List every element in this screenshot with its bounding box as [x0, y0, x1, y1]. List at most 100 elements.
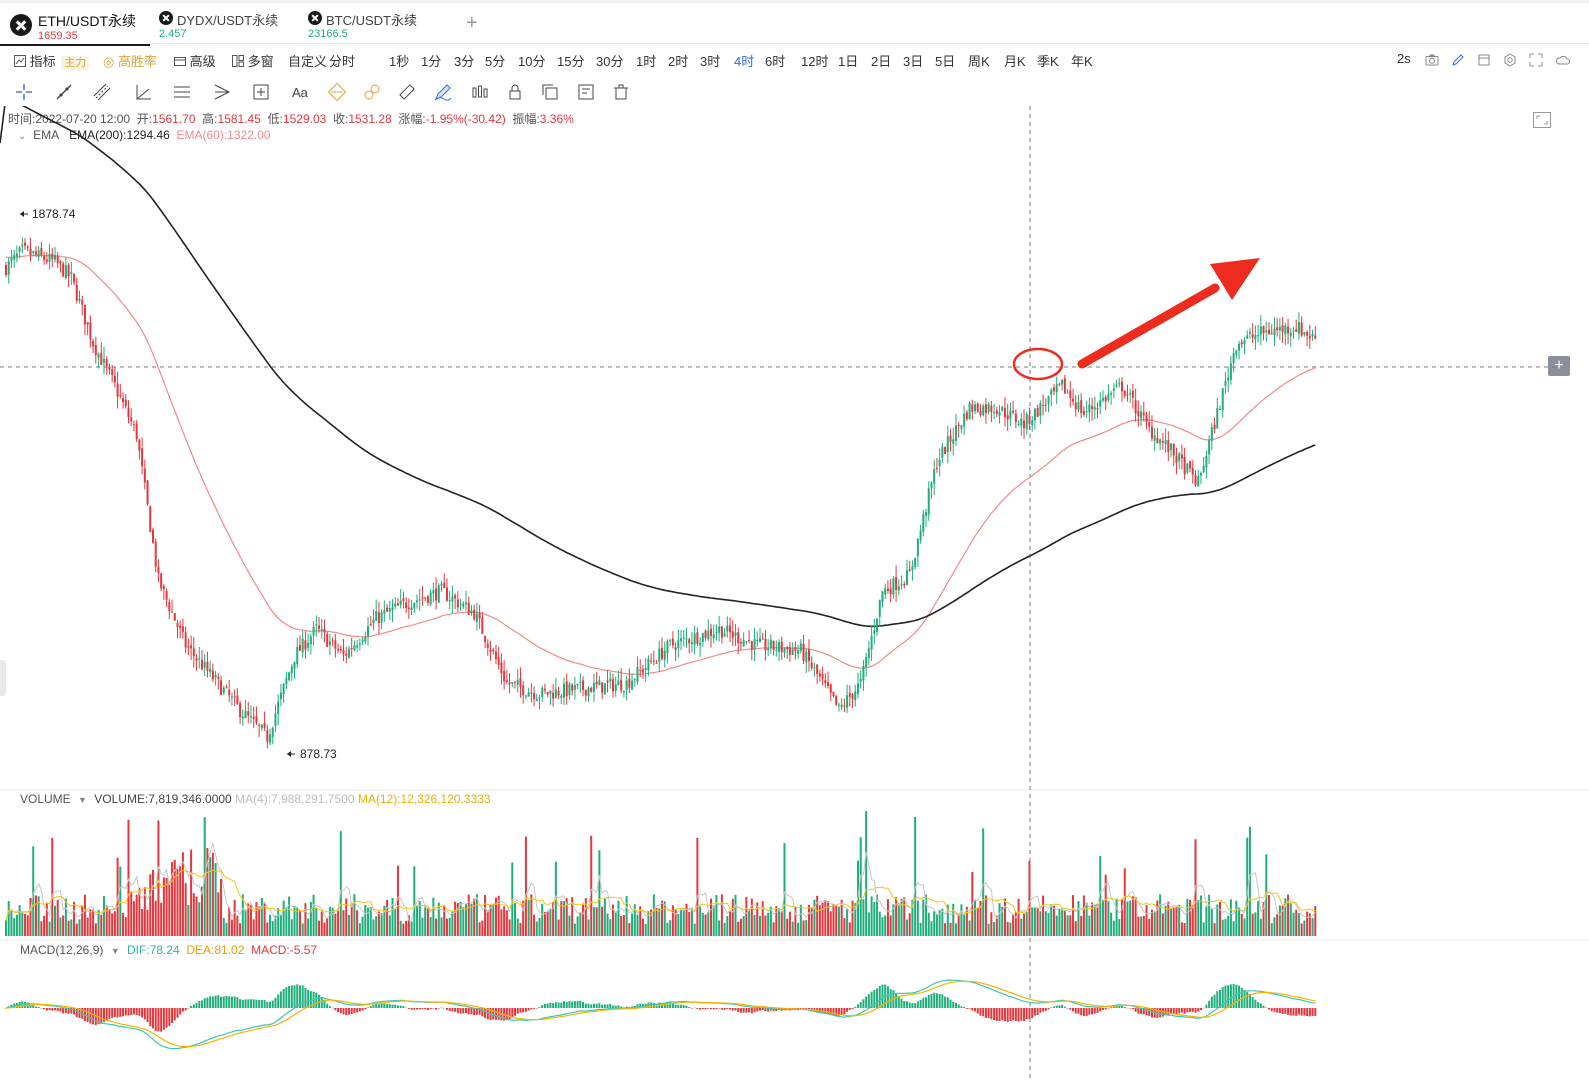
candle-body [203, 661, 206, 668]
interval-3[interactable]: 3分 [454, 54, 475, 69]
volume-bar [960, 904, 963, 936]
interval-19[interactable]: 月K [1004, 54, 1026, 69]
custom-interval-dropdown[interactable]: 自定义 ⌄ [288, 51, 339, 70]
measure-icon[interactable] [396, 81, 418, 103]
candle-body [1259, 326, 1262, 335]
macd-dropdown-icon[interactable]: ▼ [110, 946, 120, 956]
volume-bar [375, 916, 378, 936]
expand-chart-icon[interactable] [1533, 112, 1551, 128]
volume-bar [862, 899, 865, 936]
volume-bar [132, 901, 135, 936]
macd-bar [1104, 1008, 1107, 1010]
collapse-sidebar-handle[interactable] [0, 660, 6, 696]
macd-bar [987, 1008, 990, 1018]
macd-name[interactable]: MACD(12,26,9) [20, 943, 104, 957]
parallel-lines-icon[interactable] [91, 81, 113, 103]
candle-body [15, 253, 18, 257]
pattern-icon[interactable] [469, 81, 491, 103]
delete-icon[interactable] [610, 81, 632, 103]
candle-body [78, 298, 81, 301]
interval-0[interactable]: 分时 [329, 54, 356, 69]
cloud-icon[interactable] [1556, 53, 1570, 67]
annotation-circle[interactable] [1012, 347, 1064, 381]
tab-btc-usdt[interactable]: BTC/USDT永续 23166.5 [304, 6, 444, 46]
macd-bar [557, 1002, 560, 1008]
win-rate-button[interactable]: ◎ 高胜率 [103, 51, 157, 70]
candle-body [443, 582, 446, 589]
annotation-arrow[interactable] [1077, 258, 1260, 369]
interval-8[interactable]: 1时 [636, 54, 657, 69]
volume-bar [1066, 915, 1069, 936]
interval-12[interactable]: 6时 [765, 54, 786, 69]
candle-body [1273, 329, 1276, 336]
interval-5[interactable]: 10分 [518, 54, 546, 69]
trend-line-icon[interactable] [53, 81, 75, 103]
volume-bar [1088, 915, 1091, 936]
interval-21[interactable]: 年K [1071, 54, 1093, 69]
interval-9[interactable]: 2时 [668, 54, 689, 69]
interval-6[interactable]: 15分 [557, 54, 585, 69]
volume-bar [1278, 905, 1281, 936]
volume-bars [5, 811, 1317, 936]
interval-2[interactable]: 1分 [421, 54, 442, 69]
interval-16[interactable]: 3日 [903, 54, 924, 69]
text-icon[interactable]: Aa [289, 81, 311, 103]
macd-bar [304, 988, 307, 1008]
interval-4[interactable]: 5分 [485, 54, 506, 69]
indicator-button[interactable]: 指标 主力 [14, 51, 90, 70]
macd-bar [571, 1001, 574, 1008]
interval-11[interactable]: 4时 [734, 54, 755, 69]
interval-13[interactable]: 12时 [801, 54, 829, 69]
macd-bar [32, 1005, 35, 1008]
interval-17[interactable]: 5日 [935, 54, 956, 69]
candle-body [854, 691, 857, 701]
interval-7[interactable]: 30分 [596, 54, 624, 69]
add-price-line-button[interactable]: + [1548, 356, 1570, 376]
volume-dropdown-icon[interactable]: ▼ [78, 795, 87, 805]
gear-icon[interactable] [1503, 53, 1517, 67]
collapse-chevron-icon[interactable]: ⌄ [18, 131, 27, 142]
volume-bar [274, 915, 277, 936]
advanced-button[interactable]: 高级 [174, 51, 216, 70]
gann-icon[interactable] [361, 81, 383, 103]
tab-symbol-name: ETH/USDT永续 [38, 13, 136, 29]
macd-bar [554, 1002, 557, 1008]
macd-bar [146, 1008, 149, 1023]
fullscreen-icon[interactable] [1529, 53, 1543, 67]
angle-icon[interactable] [132, 81, 154, 103]
candle-body [984, 404, 987, 413]
interval-15[interactable]: 2日 [871, 54, 892, 69]
candle-body [116, 383, 119, 397]
interval-20[interactable]: 季K [1037, 54, 1059, 69]
candle-body [748, 640, 751, 642]
horizontal-lines-icon[interactable] [171, 81, 193, 103]
volume-bar [1202, 922, 1205, 936]
tab-dydx-usdt[interactable]: DYDX/USDT永续 2.457 [155, 6, 295, 46]
refresh-rate[interactable]: 2s [1397, 51, 1411, 66]
candlestick-chart[interactable]: 1878.74 878.73 [0, 106, 1589, 1080]
template-icon[interactable] [575, 81, 597, 103]
interval-10[interactable]: 3时 [700, 54, 721, 69]
volume-bar [688, 911, 691, 936]
pitchfork-icon[interactable] [211, 81, 233, 103]
interval-14[interactable]: 1日 [838, 54, 859, 69]
copy-icon[interactable] [539, 81, 561, 103]
lock-icon[interactable] [504, 81, 526, 103]
multi-window-button[interactable]: 多窗 [232, 51, 274, 70]
volume-name[interactable]: VOLUME [20, 792, 71, 806]
volume-bar [810, 908, 813, 936]
interval-18[interactable]: 周K [968, 54, 990, 69]
fib-icon[interactable] [326, 81, 348, 103]
pen-edit-icon[interactable] [1451, 53, 1465, 67]
brush-icon[interactable] [432, 81, 454, 103]
ema-name[interactable]: EMA [33, 128, 60, 142]
crosshair-icon[interactable] [13, 81, 35, 103]
tab-eth-usdt[interactable]: ETH/USDT永续 1659.35 [0, 6, 150, 46]
rectangle-icon[interactable] [250, 81, 272, 103]
macd-bar [413, 1008, 416, 1010]
macd-bar [1248, 993, 1251, 1008]
layout-icon[interactable] [1477, 53, 1491, 67]
camera-icon[interactable] [1425, 53, 1439, 67]
add-tab-icon[interactable]: + [466, 12, 478, 34]
interval-1[interactable]: 1秒 [389, 54, 410, 69]
